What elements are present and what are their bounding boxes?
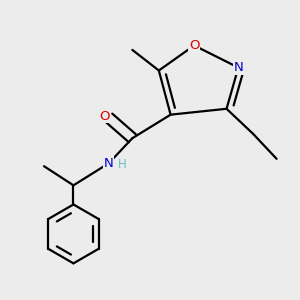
Text: H: H bbox=[118, 158, 126, 171]
Text: N: N bbox=[104, 157, 114, 170]
Text: O: O bbox=[99, 110, 110, 123]
Text: N: N bbox=[233, 61, 243, 74]
Text: O: O bbox=[189, 39, 200, 52]
